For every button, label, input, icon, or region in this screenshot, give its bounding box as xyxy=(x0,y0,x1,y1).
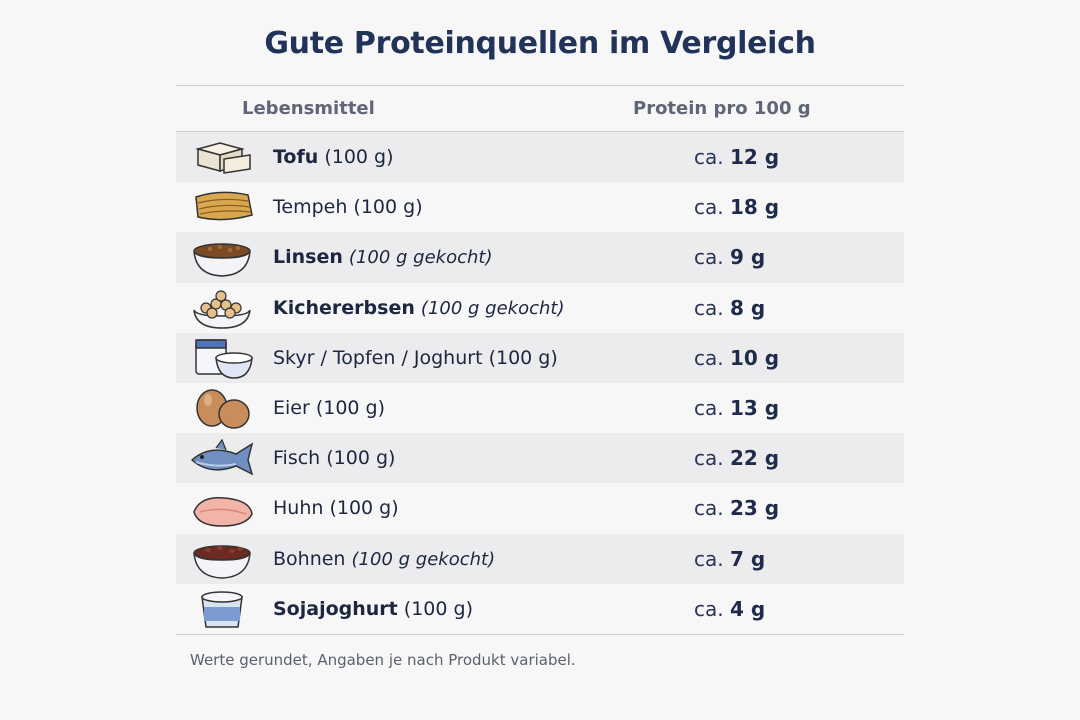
value-prefix: ca. xyxy=(694,596,724,621)
table-row: Sojajoghurt (100 g) ca. 4 g xyxy=(176,584,904,634)
protein-value: ca. 13 g xyxy=(694,396,904,420)
table-row: Huhn (100 g) ca. 23 g xyxy=(176,483,904,533)
protein-value: ca. 12 g xyxy=(694,145,904,169)
value-prefix: ca. xyxy=(694,496,724,521)
table-row: Linsen (100 g gekocht) ca. 9 g xyxy=(176,232,904,283)
table-row: Tofu (100 g) ca. 12 g xyxy=(176,132,904,183)
protein-value: ca. 7 g xyxy=(694,547,904,571)
eggs-icon xyxy=(176,383,273,433)
table-row: Skyr / Topfen / Joghurt (100 g) ca. 10 g xyxy=(176,332,904,383)
food-name: Tempeh (100 g) xyxy=(273,196,694,218)
food-label: Skyr / Topfen / Joghurt xyxy=(273,346,483,369)
food-name: Linsen (100 g gekocht) xyxy=(273,246,694,268)
food-quantity: (100 g gekocht) xyxy=(351,548,496,570)
food-name: Huhn (100 g) xyxy=(273,497,694,519)
food-quantity: (100 g) xyxy=(403,597,473,620)
table-bottom-rule xyxy=(176,633,904,635)
value-number: 13 g xyxy=(729,396,780,421)
value-prefix: ca. xyxy=(694,295,724,320)
protein-value: ca. 10 g xyxy=(694,346,904,370)
food-quantity: (100 g) xyxy=(324,146,394,169)
food-quantity: (100 g) xyxy=(315,397,386,420)
value-number: 7 g xyxy=(729,546,766,571)
food-name: Kichererbsen (100 g gekocht) xyxy=(273,297,694,319)
food-quantity: (100 g) xyxy=(326,447,396,470)
value-prefix: ca. xyxy=(694,145,724,170)
beans-icon xyxy=(176,534,273,584)
food-name: Fisch (100 g) xyxy=(273,447,694,469)
value-number: 12 g xyxy=(729,145,780,170)
table-row: Kichererbsen (100 g gekocht) ca. 8 g xyxy=(176,283,904,333)
value-prefix: ca. xyxy=(694,546,724,571)
food-label: Eier xyxy=(273,397,310,420)
value-number: 4 g xyxy=(729,596,766,621)
food-quantity: (100 g) xyxy=(488,346,558,369)
table-row: Eier (100 g) ca. 13 g xyxy=(176,383,904,433)
food-name: Skyr / Topfen / Joghurt (100 g) xyxy=(273,347,694,369)
header-protein: Protein pro 100 g xyxy=(633,98,811,119)
tofu-icon xyxy=(176,132,273,182)
value-number: 22 g xyxy=(729,446,780,471)
food-label: Kichererbsen xyxy=(273,296,415,319)
tempeh-icon xyxy=(176,182,273,232)
value-prefix: ca. xyxy=(694,345,724,370)
food-name: Tofu (100 g) xyxy=(273,146,694,168)
food-label: Tempeh xyxy=(273,196,348,219)
food-quantity: (100 g) xyxy=(329,497,399,520)
value-prefix: ca. xyxy=(694,446,724,471)
food-label: Bohnen xyxy=(273,547,346,570)
food-label: Huhn xyxy=(273,497,324,520)
protein-table: Lebensmittel Protein pro 100 g Tofu (100… xyxy=(176,85,904,635)
protein-value: ca. 8 g xyxy=(694,296,904,320)
value-number: 23 g xyxy=(729,496,780,521)
food-name: Eier (100 g) xyxy=(273,397,694,419)
value-number: 9 g xyxy=(729,245,766,270)
header-food: Lebensmittel xyxy=(242,98,375,119)
food-label: Linsen xyxy=(273,246,343,269)
soy-yogurt-icon xyxy=(176,584,273,634)
food-name: Sojajoghurt (100 g) xyxy=(273,598,694,620)
fish-icon xyxy=(176,433,273,483)
table-row: Bohnen (100 g gekocht) ca. 7 g xyxy=(176,533,904,584)
value-number: 10 g xyxy=(729,345,780,370)
protein-value: ca. 4 g xyxy=(694,597,904,621)
table-header: Lebensmittel Protein pro 100 g xyxy=(176,86,904,132)
food-name: Bohnen (100 g gekocht) xyxy=(273,548,694,570)
value-number: 18 g xyxy=(729,195,780,220)
table-row: Fisch (100 g) ca. 22 g xyxy=(176,433,904,484)
food-quantity: (100 g gekocht) xyxy=(348,247,493,269)
table-body: Tofu (100 g) ca. 12 g Tempeh (100 g) ca. 18… xyxy=(176,132,904,634)
protein-value: ca. 18 g xyxy=(694,195,904,219)
table-row: Tempeh (100 g) ca. 18 g xyxy=(176,182,904,232)
value-prefix: ca. xyxy=(694,396,724,421)
page-title: Gute Proteinquellen im Vergleich xyxy=(264,26,816,61)
food-quantity: (100 g) xyxy=(353,196,423,219)
chicken-icon xyxy=(176,483,273,533)
protein-value: ca. 22 g xyxy=(694,446,904,470)
protein-value: ca. 9 g xyxy=(694,245,904,269)
skyr-icon xyxy=(176,333,273,383)
value-prefix: ca. xyxy=(694,245,724,270)
food-label: Sojajoghurt xyxy=(273,597,398,620)
footnote: Werte gerundet, Angaben je nach Produkt … xyxy=(190,651,576,669)
food-label: Fisch xyxy=(273,447,321,470)
lentils-icon xyxy=(176,232,273,282)
chickpeas-icon xyxy=(176,283,273,333)
protein-value: ca. 23 g xyxy=(694,496,904,520)
food-label: Tofu xyxy=(273,146,319,169)
food-quantity: (100 g gekocht) xyxy=(420,297,565,319)
value-prefix: ca. xyxy=(694,195,724,220)
value-number: 8 g xyxy=(729,295,766,320)
